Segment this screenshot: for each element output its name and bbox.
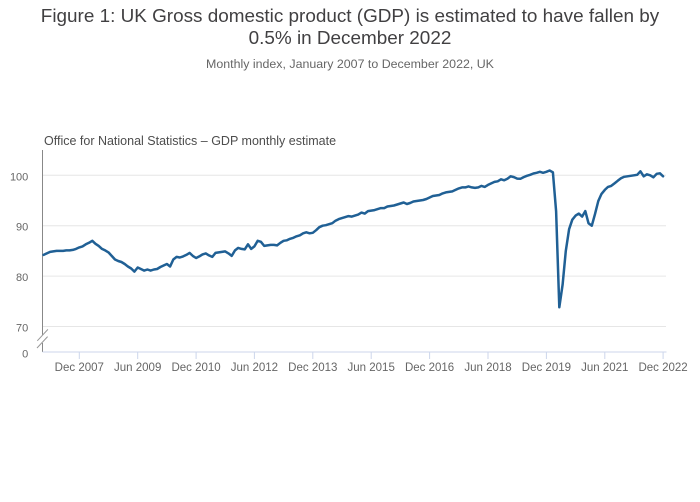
svg-text:Jun 2015: Jun 2015 bbox=[348, 362, 395, 374]
svg-text:90: 90 bbox=[16, 222, 28, 234]
svg-text:100: 100 bbox=[10, 171, 28, 183]
svg-text:Jun 2012: Jun 2012 bbox=[231, 362, 278, 374]
svg-text:Jun 2018: Jun 2018 bbox=[464, 362, 511, 374]
svg-text:80: 80 bbox=[16, 272, 28, 284]
svg-text:Dec 2010: Dec 2010 bbox=[171, 362, 220, 374]
svg-text:Dec 2019: Dec 2019 bbox=[522, 362, 571, 374]
svg-text:0: 0 bbox=[22, 349, 28, 361]
svg-text:Jun 2021: Jun 2021 bbox=[581, 362, 628, 374]
svg-text:Dec 2022: Dec 2022 bbox=[638, 362, 687, 374]
svg-text:Dec 2016: Dec 2016 bbox=[405, 362, 454, 374]
svg-text:Dec 2007: Dec 2007 bbox=[55, 362, 104, 374]
svg-text:70: 70 bbox=[16, 323, 28, 335]
svg-text:Dec 2013: Dec 2013 bbox=[288, 362, 337, 374]
svg-text:Jun 2009: Jun 2009 bbox=[114, 362, 161, 374]
